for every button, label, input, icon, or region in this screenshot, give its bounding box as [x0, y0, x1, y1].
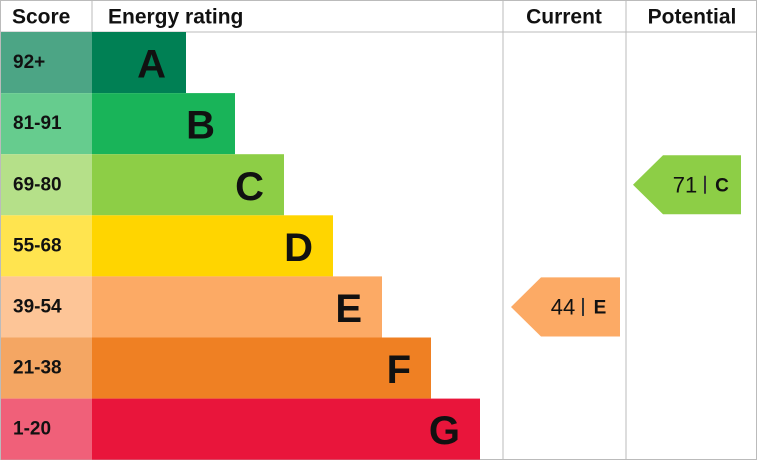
score-cell [1, 32, 92, 94]
score-label: 1-20 [13, 419, 51, 440]
rating-bar [92, 276, 382, 338]
rating-letter: F [387, 348, 411, 392]
score-label: 69-80 [13, 174, 62, 195]
rating-bar [92, 154, 284, 216]
header: Score [12, 6, 70, 29]
score-cell [1, 93, 92, 155]
score-cell [1, 154, 92, 216]
rating-bar [92, 215, 333, 277]
potential-letter: C [715, 175, 729, 196]
score-cell [1, 398, 92, 460]
score-cell [1, 215, 92, 277]
header: Energy rating [108, 6, 243, 29]
score-cell [1, 337, 92, 399]
score-label: 39-54 [13, 296, 62, 317]
score-label: 21-38 [13, 358, 62, 379]
rating-bar [92, 32, 186, 94]
current-value: 44 [551, 294, 575, 319]
rating-letter: A [137, 43, 166, 87]
rating-letter: D [284, 226, 313, 270]
header: Current [526, 6, 602, 29]
score-label: 55-68 [13, 235, 62, 256]
rating-bar [92, 93, 235, 155]
score-label: 92+ [13, 52, 45, 73]
rating-bar [92, 398, 480, 460]
current-arrow [511, 277, 620, 337]
potential-arrow [633, 155, 741, 215]
rating-bar [92, 337, 431, 399]
score-label: 81-91 [13, 113, 62, 134]
rating-letter: E [335, 287, 362, 331]
current-letter: E [594, 297, 607, 318]
rating-letter: C [235, 165, 264, 209]
rating-letter: G [429, 409, 460, 453]
score-cell [1, 276, 92, 338]
rating-letter: B [186, 104, 215, 148]
header: Potential [648, 6, 737, 29]
potential-value: 71 [673, 172, 697, 197]
